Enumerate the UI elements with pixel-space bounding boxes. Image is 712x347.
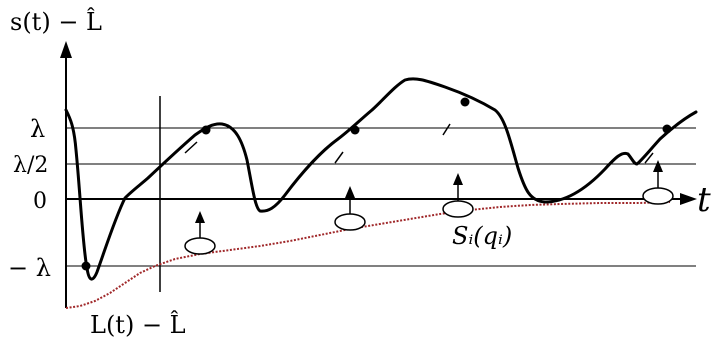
up-arrow-icon	[453, 173, 463, 185]
curve-point-2	[350, 125, 360, 135]
curve-point-3	[460, 97, 470, 107]
bubble-3	[442, 173, 474, 218]
lower-curve-label: L(t) − L̂	[90, 311, 186, 339]
bubble-2	[334, 186, 366, 231]
tick-lambda: λ	[30, 115, 45, 143]
bubble-4	[642, 160, 674, 205]
tick-neg-lambda: − λ	[8, 254, 51, 282]
tick-half-lambda: λ/2	[13, 153, 48, 178]
up-arrow-icon	[345, 186, 355, 198]
slope-dash-3	[442, 123, 451, 136]
y-axis-label: s(t) − L̂	[10, 8, 102, 36]
slope-dash-1	[184, 141, 198, 154]
x-axis-arrow	[680, 193, 697, 205]
curve-point-4	[662, 124, 672, 134]
lower-curve	[65, 201, 671, 309]
bubble-label: Sᵢ(qᵢ)	[452, 222, 512, 250]
x-axis-label: t	[697, 180, 711, 220]
up-arrow-icon	[653, 160, 663, 172]
up-arrow-icon	[195, 211, 205, 223]
slope-dash-2	[334, 151, 344, 164]
y-axis-arrow	[60, 41, 72, 58]
curve-point-min	[81, 261, 91, 271]
curve-point-1	[201, 125, 211, 135]
main-curve	[64, 77, 698, 281]
slope-dash-4	[644, 152, 654, 164]
bubble-1	[184, 211, 216, 255]
tick-zero: 0	[33, 189, 47, 214]
